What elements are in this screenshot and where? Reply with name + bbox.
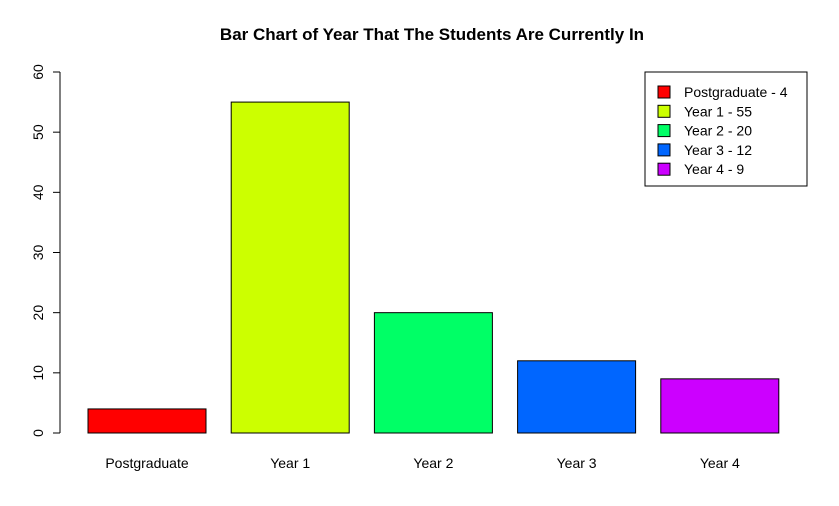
- y-tick-label: 40: [30, 184, 46, 200]
- bar: [517, 360, 637, 434]
- bar: [230, 101, 350, 434]
- legend-swatch: [657, 124, 671, 138]
- legend-swatch: [657, 162, 671, 176]
- y-tick-label: 10: [30, 365, 46, 381]
- legend-swatch: [657, 143, 671, 157]
- y-tick-label: 30: [30, 245, 46, 261]
- legend-entry: Postgraduate - 4: [684, 84, 788, 100]
- x-category-label: Year 3: [557, 455, 597, 471]
- bar: [373, 312, 493, 434]
- legend-entry: Year 1 - 55: [684, 103, 752, 119]
- x-category-label: Year 2: [413, 455, 453, 471]
- y-tick-label: 60: [30, 64, 46, 80]
- y-tick-label: 0: [30, 429, 46, 437]
- chart-title: Bar Chart of Year That The Students Are …: [220, 25, 644, 44]
- x-category-label: Year 4: [700, 455, 740, 471]
- bar: [660, 378, 780, 434]
- x-category-label: Year 1: [270, 455, 310, 471]
- legend-entry: Year 2 - 20: [684, 123, 752, 139]
- x-axis-labels: Postgraduate Year 1 Year 2 Year 3 Year 4: [105, 455, 740, 471]
- bar: [87, 408, 207, 434]
- legend: Postgraduate - 4 Year 1 - 55 Year 2 - 20 Ye…: [644, 71, 808, 187]
- legend-swatch: [657, 104, 671, 118]
- y-tick-label: 50: [30, 124, 46, 140]
- legend-entry: Year 4 - 9: [684, 161, 744, 177]
- bars: [87, 101, 780, 434]
- y-axis: 0 10 20 30 40 50 60: [30, 64, 61, 437]
- x-category-label: Postgraduate: [105, 455, 188, 471]
- legend-swatch: [657, 85, 671, 99]
- legend-box: [644, 71, 808, 187]
- y-tick-label: 20: [30, 305, 46, 321]
- legend-entry: Year 3 - 12: [684, 142, 752, 158]
